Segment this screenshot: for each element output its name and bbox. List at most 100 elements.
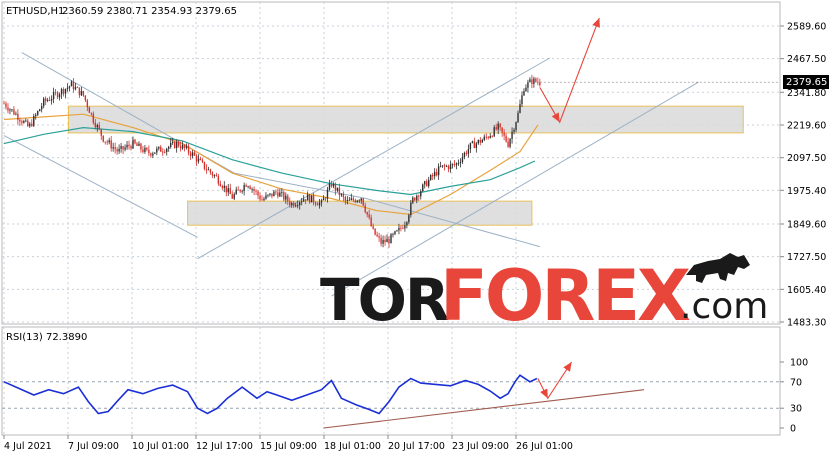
candle-body: [144, 147, 146, 153]
rsi-panel-frame: [1, 326, 781, 436]
candle-body: [495, 127, 497, 130]
candle-body: [509, 138, 511, 147]
candle-body: [388, 238, 390, 244]
price-tick-label: 2467.50: [787, 54, 826, 65]
candle-body: [140, 143, 142, 150]
rsi-tick-label: 30: [790, 404, 802, 415]
candle-body: [475, 143, 478, 149]
candle-body: [88, 107, 91, 113]
candle-body: [100, 129, 102, 136]
candle-body: [326, 189, 329, 199]
price-tick-label: 1975.40: [787, 186, 826, 197]
candle-body: [173, 141, 176, 149]
candle-body: [299, 202, 301, 206]
candle-body: [56, 92, 59, 98]
candle-body: [304, 199, 307, 201]
candle-body: [229, 188, 231, 195]
candle-body: [23, 121, 25, 123]
candle-body: [360, 198, 362, 201]
candle-body: [78, 87, 81, 96]
candle-body: [336, 187, 339, 191]
candle-body: [449, 164, 452, 170]
candle-body: [94, 122, 96, 128]
candle-body: [9, 109, 11, 111]
candle-body: [102, 135, 104, 142]
forecast-arrows-layer: [539, 17, 600, 124]
candle-body: [364, 205, 366, 212]
candle-body: [505, 135, 507, 142]
candle-body: [312, 195, 315, 203]
candle-body: [80, 91, 83, 96]
candle-body: [138, 143, 140, 146]
candle-body: [13, 109, 15, 115]
candle-body: [92, 113, 95, 123]
candle-body: [106, 141, 108, 143]
candle-body: [402, 228, 404, 229]
candle-body: [150, 153, 152, 156]
candle-body: [390, 234, 392, 244]
candle-body: [370, 217, 372, 227]
time-tick-label: 15 Jul 09:00: [260, 441, 317, 452]
symbol-label: ETHUSD,H1: [6, 6, 64, 17]
moving-average-layer: [3, 113, 539, 216]
candle-body: [76, 87, 79, 88]
candle-body: [35, 114, 37, 117]
time-tick-label: 23 Jul 09:00: [452, 441, 509, 452]
candle-body: [386, 238, 388, 243]
candle-body: [437, 166, 440, 176]
candle-body: [513, 129, 515, 132]
candle-body: [533, 78, 535, 84]
candle-body: [21, 121, 23, 123]
candle-body: [384, 239, 386, 243]
candle-body: [227, 188, 229, 193]
candle-body: [420, 191, 422, 197]
forecast-arrowhead: [551, 112, 560, 123]
candle-body: [431, 175, 434, 177]
channel-lines-layer: [3, 52, 699, 297]
candle-body: [84, 95, 87, 101]
grid-layer: [2, 2, 780, 435]
candle-body: [453, 164, 456, 166]
zones-layer: [68, 105, 744, 226]
candle-body: [376, 234, 378, 237]
candle-body: [203, 161, 206, 169]
candle-body: [441, 165, 444, 167]
candle-body: [439, 166, 442, 168]
candle-body: [233, 194, 235, 199]
candle-body: [243, 185, 245, 191]
price-tick-label: 2219.60: [787, 120, 826, 131]
candle-body: [90, 112, 93, 114]
candle-body: [168, 146, 170, 149]
candle-body: [404, 225, 406, 229]
candle-body: [340, 194, 343, 196]
candle-body: [219, 183, 222, 187]
candle-body: [29, 123, 31, 127]
candle-body: [33, 116, 35, 126]
candle-body: [175, 142, 178, 149]
candle-body: [235, 189, 237, 195]
rsi-indicator-label: RSI(13) 72.3890: [6, 332, 87, 343]
candle-body: [410, 202, 412, 216]
candle-body: [398, 227, 400, 231]
candle-body: [269, 193, 271, 195]
candle-body: [277, 192, 279, 197]
watermark-layer: TOR FOREX .com: [320, 253, 768, 337]
candle-body: [72, 81, 75, 90]
candle-body: [64, 88, 67, 94]
candle-body: [503, 132, 505, 136]
candle-body: [108, 140, 110, 143]
candle-body: [412, 197, 414, 203]
candle-body: [354, 200, 356, 203]
candle-body: [41, 106, 43, 110]
candle-body: [525, 87, 527, 92]
bull-logo: [686, 253, 750, 283]
price-tick-label: 1849.60: [787, 219, 826, 230]
candle-body: [195, 155, 198, 162]
candle-body: [527, 82, 529, 88]
candle-body: [255, 190, 257, 192]
candle-body: [122, 146, 124, 150]
candle-body: [428, 179, 430, 187]
candle-body: [330, 184, 333, 187]
candle-body: [400, 227, 402, 229]
